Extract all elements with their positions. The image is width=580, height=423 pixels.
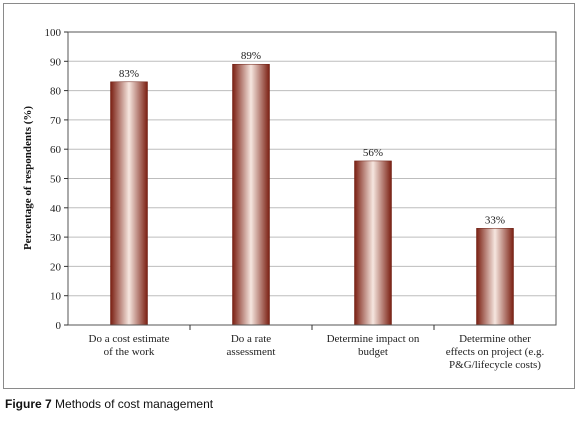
y-tick-label: 80 [50, 86, 62, 98]
figure-caption: Figure 7 Methods of cost management [5, 397, 213, 411]
y-tick-label: 10 [50, 291, 62, 303]
y-tick-label: 20 [50, 261, 62, 273]
y-tick-label: 90 [50, 56, 62, 68]
bar-data-label: 89% [241, 50, 261, 62]
axes: 0 10 20 30 40 50 60 70 80 90 100 Do a cost estimate… [45, 27, 557, 371]
bar [110, 81, 148, 326]
x-category-label: Do a cost estimate of the work [89, 333, 170, 358]
x-category-label: Determine other effects on project (e.g. P… [446, 333, 545, 371]
bar [476, 228, 514, 326]
figure-number: Figure 7 [5, 397, 52, 411]
y-tick-label: 60 [50, 144, 62, 156]
y-tick-label: 70 [50, 115, 62, 127]
gridlines [68, 60, 556, 297]
bar [232, 63, 270, 326]
bar-chart: 83% 89% 56% 33% 0 10 20 30 40 50 60 70 80 90 100 Do a … [22, 27, 557, 371]
bar-data-label: 83% [119, 68, 139, 80]
y-tick-label: 40 [50, 203, 62, 215]
x-category-label: Determine impact on budget [327, 333, 420, 358]
x-category-label: Do a rate assessment [227, 333, 276, 358]
y-tick-label: 30 [50, 232, 62, 244]
bars: 83% 89% 56% 33% [110, 50, 514, 326]
y-tick-label: 50 [50, 174, 62, 186]
bar-data-label: 56% [363, 147, 383, 159]
y-axis-title: Percentage of respondents (%) [22, 106, 34, 250]
y-tick-label: 0 [56, 320, 62, 332]
bar [354, 160, 392, 326]
y-tick-label: 100 [45, 27, 62, 39]
figure-caption-text: Methods of cost management [55, 397, 214, 411]
bar-data-label: 33% [485, 214, 505, 226]
